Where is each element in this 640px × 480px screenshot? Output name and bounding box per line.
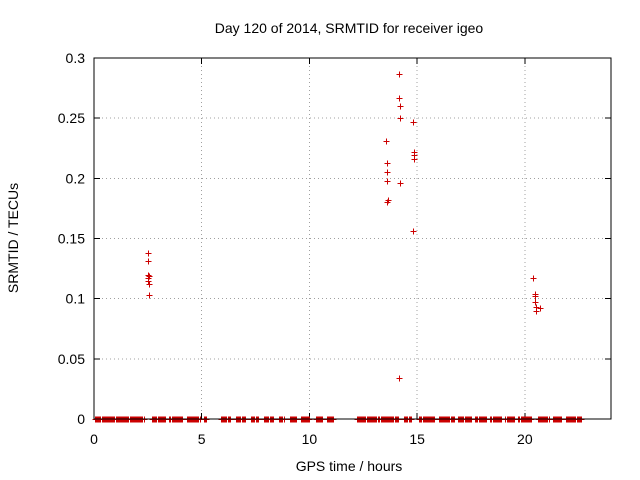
y-tick-label: 0.15 xyxy=(58,231,85,247)
data-point xyxy=(396,71,403,78)
data-points xyxy=(92,71,585,423)
y-tick-label: 0.1 xyxy=(66,291,86,307)
axis-ticks xyxy=(93,57,611,420)
x-tick-label: 20 xyxy=(517,431,533,447)
y-tick-label: 0.2 xyxy=(66,170,86,186)
data-point xyxy=(537,305,544,312)
y-axis-label: SRMTID / TECUs xyxy=(5,183,21,293)
data-point xyxy=(145,258,152,265)
data-point xyxy=(146,281,153,288)
y-tick-labels: 0 0.05 0.1 0.15 0.2 0.25 0.3 xyxy=(58,50,85,427)
data-point xyxy=(146,273,153,280)
data-point xyxy=(411,156,418,163)
data-point xyxy=(146,292,153,299)
x-tick-label: 10 xyxy=(302,431,318,447)
y-tick-label: 0 xyxy=(77,411,85,427)
data-point xyxy=(383,138,390,145)
data-point xyxy=(396,95,403,102)
x-tick-label: 5 xyxy=(198,431,206,447)
y-tick-label: 0.25 xyxy=(58,110,85,126)
data-point xyxy=(145,278,152,285)
y-tick-label: 0.05 xyxy=(58,351,85,367)
x-tick-label: 15 xyxy=(409,431,425,447)
data-point xyxy=(530,275,537,282)
data-point xyxy=(396,375,403,382)
data-point xyxy=(410,119,417,126)
data-point xyxy=(397,180,404,187)
data-point xyxy=(384,160,391,167)
data-point xyxy=(410,228,417,235)
data-point xyxy=(145,250,152,257)
data-point xyxy=(397,115,404,122)
chart-title: Day 120 of 2014, SRMTID for receiver ige… xyxy=(215,20,484,36)
x-tick-labels: 0 5 10 15 20 xyxy=(90,431,533,447)
x-tick-label: 0 xyxy=(90,431,98,447)
data-point xyxy=(397,103,404,110)
data-point xyxy=(533,308,540,315)
x-axis-label: GPS time / hours xyxy=(296,458,403,474)
y-tick-label: 0.3 xyxy=(66,50,86,66)
data-point xyxy=(384,199,391,206)
data-point xyxy=(384,169,391,176)
plot-area-frame xyxy=(93,57,612,420)
data-point xyxy=(532,293,539,300)
data-point xyxy=(532,299,539,306)
data-point xyxy=(384,178,391,185)
grid xyxy=(94,58,611,419)
